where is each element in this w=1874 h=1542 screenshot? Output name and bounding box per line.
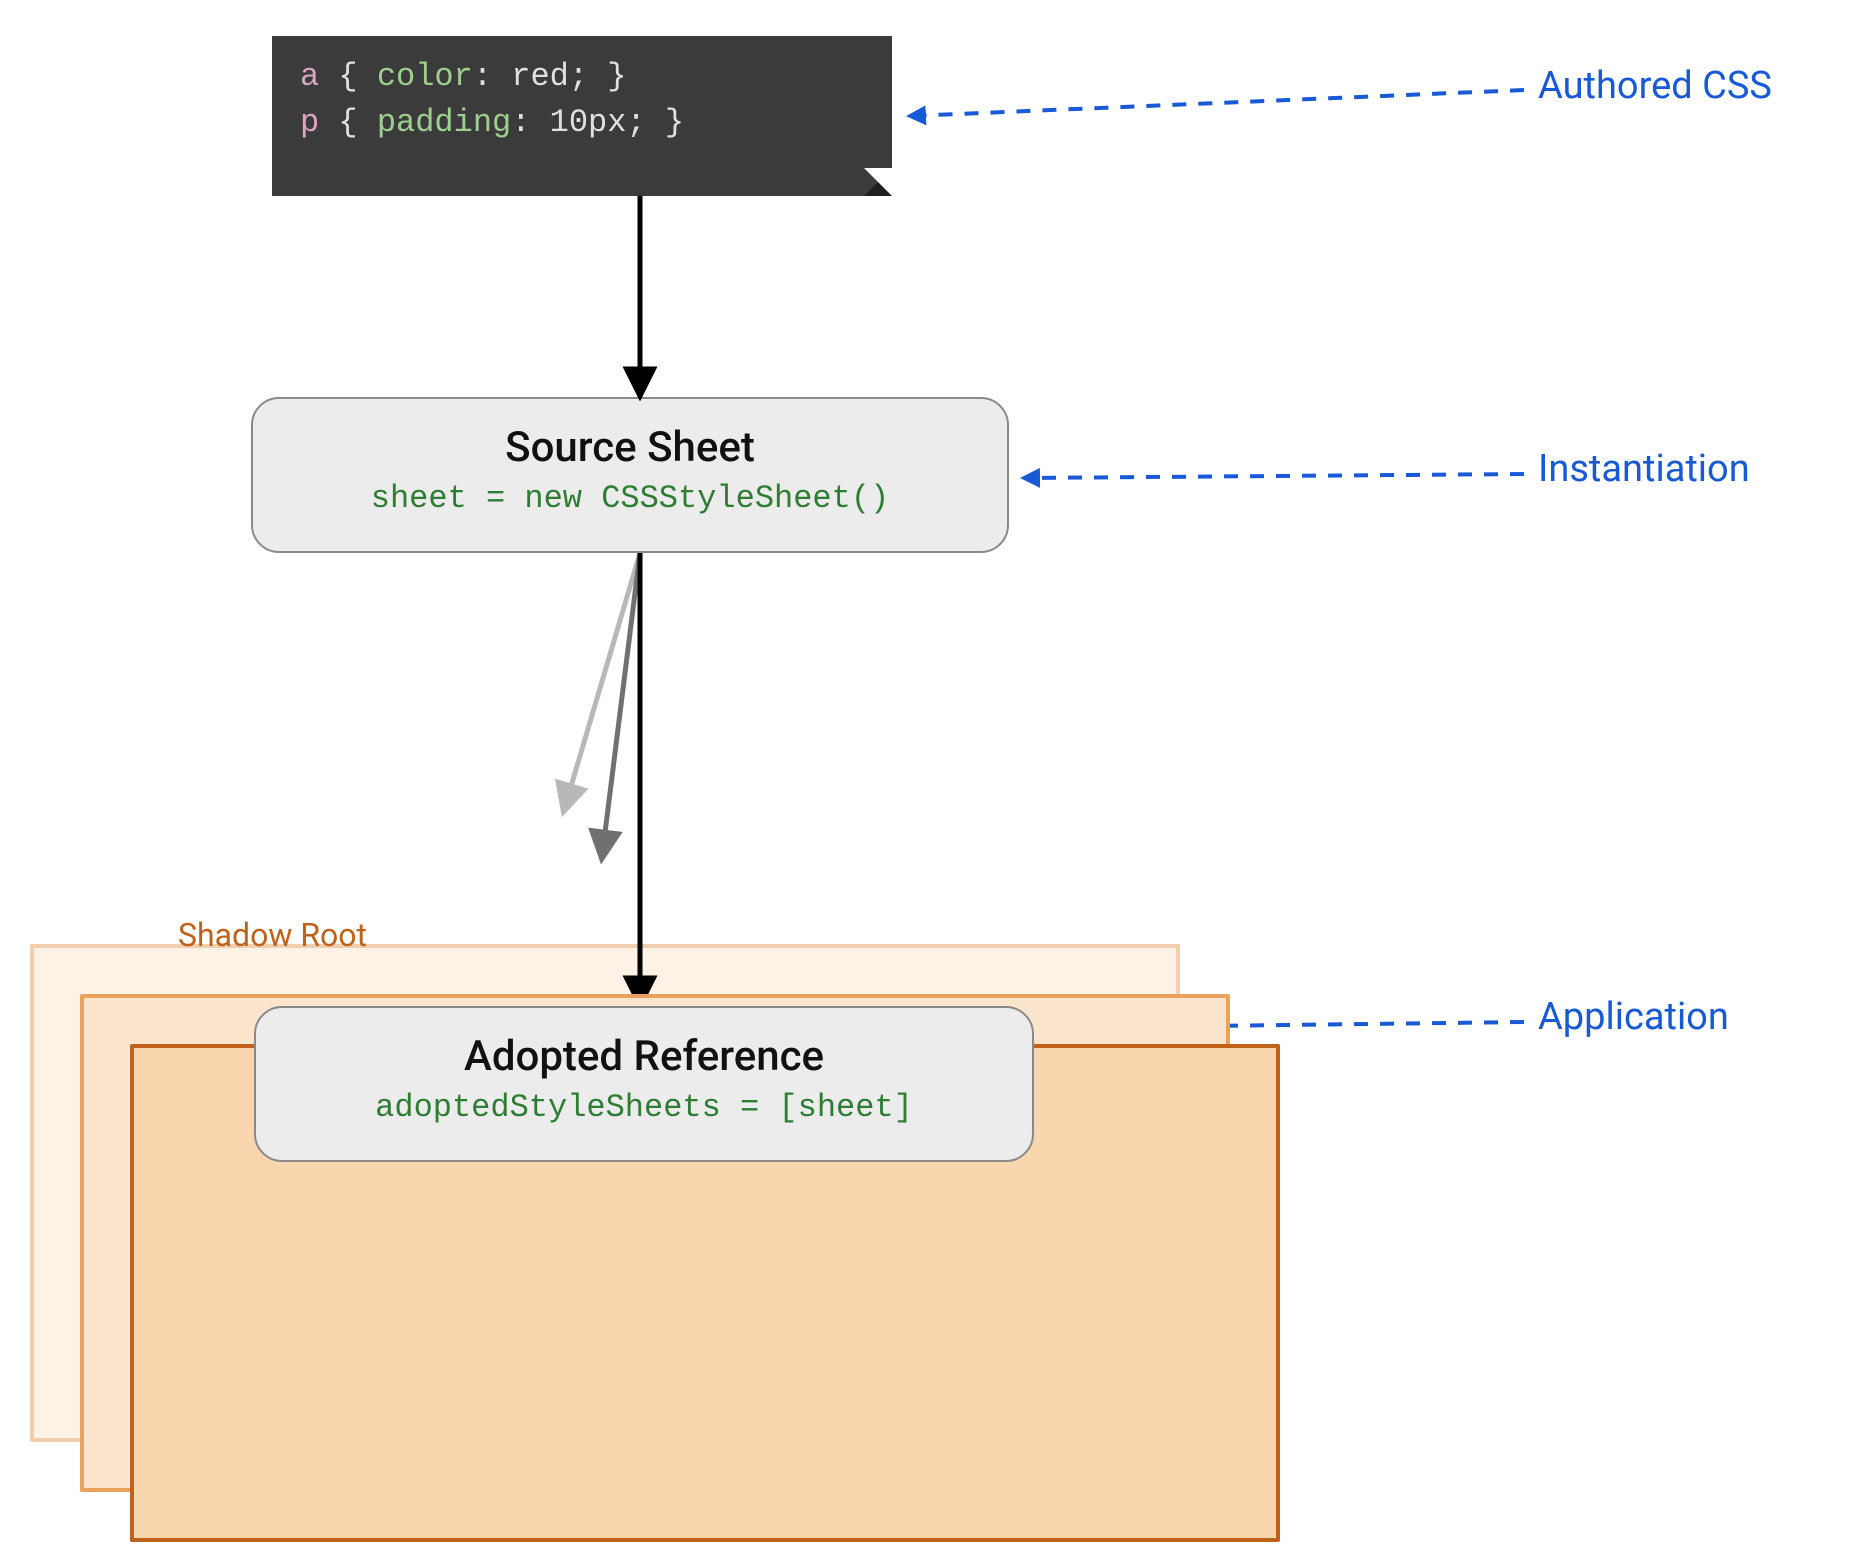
- adopted-reference-title: Adopted Reference: [296, 1032, 992, 1081]
- code-lines: a { color: red; }p { padding: 10px; }: [300, 54, 864, 147]
- code-line: a { color: red; }: [300, 54, 864, 100]
- diagram-root: a { color: red; }p { padding: 10px; } So…: [0, 0, 1874, 1430]
- flow-arrow: [564, 553, 640, 810]
- annotation-instantiation: Instantiation: [1538, 447, 1750, 491]
- code-line: p { padding: 10px; }: [300, 100, 864, 146]
- source-sheet-node: Source Sheet sheet = new CSSStyleSheet(): [251, 397, 1009, 553]
- page-fold-icon: [864, 168, 892, 196]
- annotation-pointer: [1024, 474, 1524, 478]
- annotation-pointer: [910, 90, 1524, 116]
- code-block-node: a { color: red; }p { padding: 10px; }: [272, 36, 892, 196]
- adopted-reference-code: adoptedStyleSheets = [sheet]: [296, 1089, 992, 1126]
- annotation-application: Application: [1538, 995, 1729, 1039]
- source-sheet-code: sheet = new CSSStyleSheet(): [293, 480, 967, 517]
- shadow-root-label: Shadow Root: [178, 916, 367, 954]
- source-sheet-title: Source Sheet: [293, 423, 967, 472]
- adopted-reference-node: Adopted Reference adoptedStyleSheets = […: [254, 1006, 1034, 1162]
- annotation-authored-css: Authored CSS: [1538, 64, 1772, 108]
- flow-arrow: [602, 553, 640, 857]
